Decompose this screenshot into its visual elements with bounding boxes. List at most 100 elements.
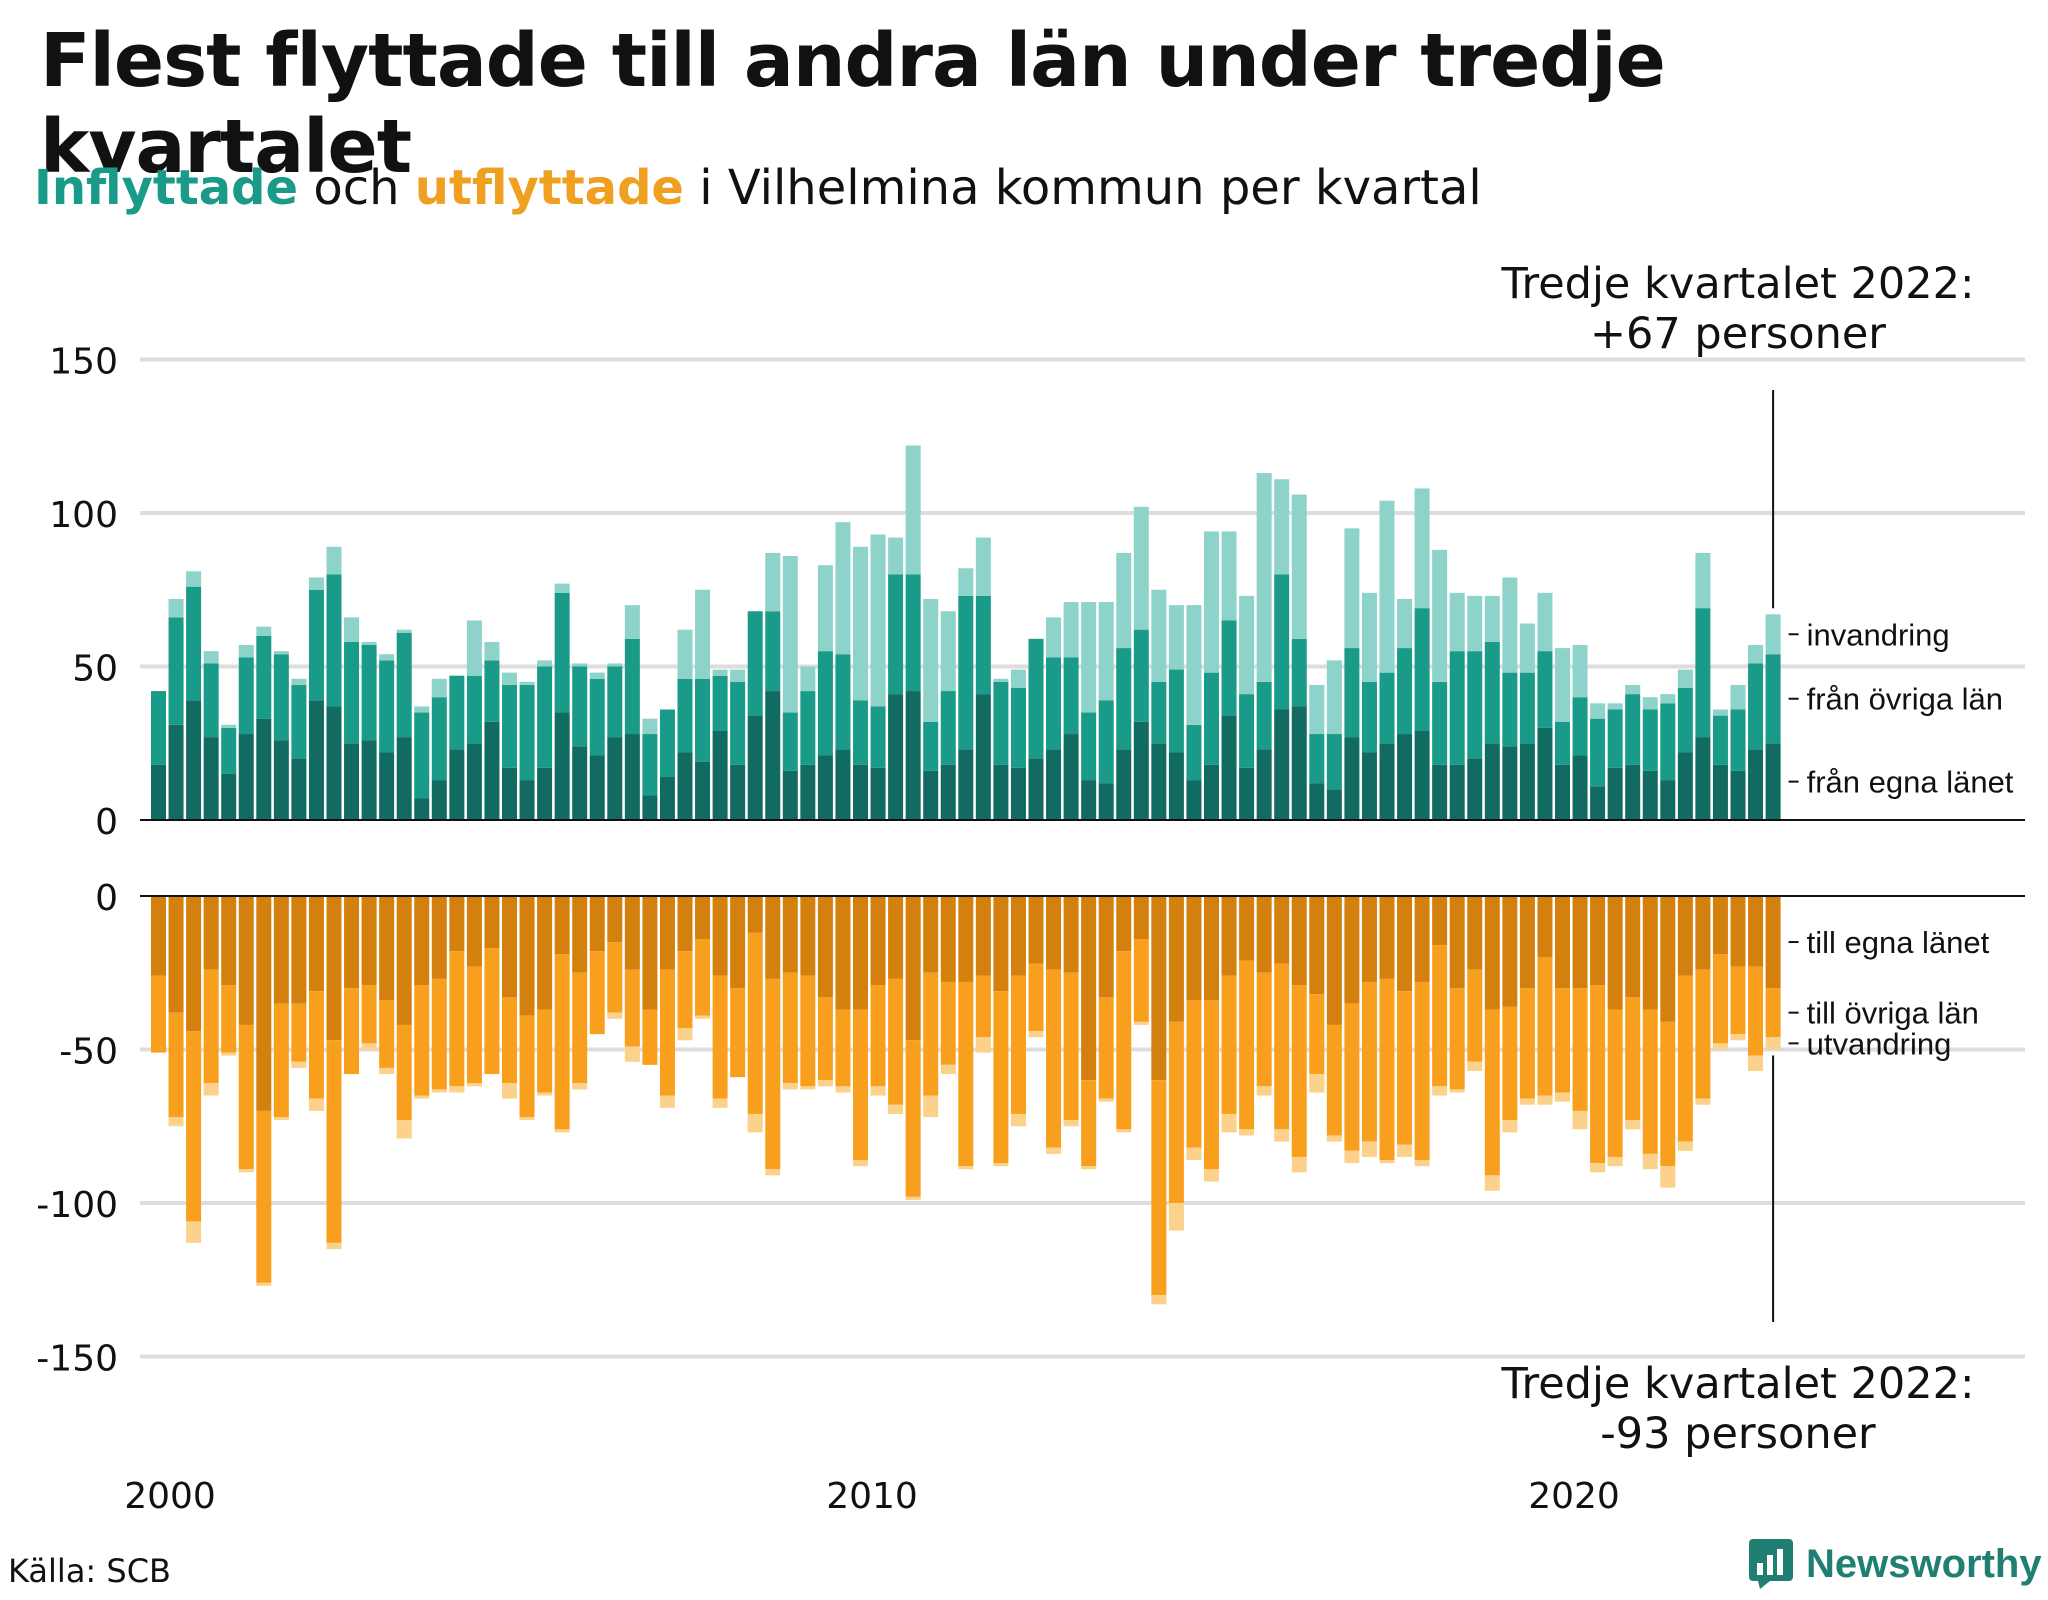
- newsworthy-logo: Newsworthy: [1748, 1538, 2042, 1590]
- bar-out-egna: [1291, 896, 1307, 986]
- bar-out-utvandring: [449, 1086, 465, 1093]
- bar-out-utvandring: [291, 1061, 307, 1068]
- bar-in-ovriga: [607, 666, 623, 738]
- bar-out-utvandring: [1467, 1061, 1483, 1071]
- bar-in-invandring: [1537, 592, 1553, 652]
- bar-out-egna: [291, 896, 307, 1004]
- bar-in-invandring: [1081, 602, 1097, 713]
- series-label-out: till övriga län: [1807, 996, 1979, 1031]
- bar-in-ovriga: [624, 638, 640, 735]
- bar-out-utvandring: [221, 1052, 237, 1056]
- bar-in-egna: [1414, 730, 1430, 820]
- bar-out-utvandring: [1028, 1031, 1044, 1038]
- bar-in-invandring: [1449, 592, 1465, 652]
- bar-out-egna: [817, 896, 833, 998]
- bar-in-invandring: [484, 641, 500, 661]
- bar-in-invandring: [1204, 531, 1219, 673]
- bar-in-egna: [1642, 770, 1658, 820]
- bar-in-egna: [396, 737, 412, 820]
- bar-in-egna: [1748, 749, 1764, 820]
- bar-in-egna: [870, 767, 886, 820]
- bar-in-invandring: [624, 605, 640, 639]
- bar-in-egna: [221, 773, 237, 820]
- bar-out-egna: [203, 896, 219, 970]
- bar-in-egna: [1010, 767, 1026, 820]
- subtitle-rest: i Vilhelmina kommun per kvartal: [683, 160, 1482, 216]
- bar-out-utvandring: [905, 1196, 921, 1200]
- bar-in-invandring: [1502, 577, 1518, 673]
- bar-out-ovriga: [186, 1031, 202, 1222]
- bar-in-invandring: [273, 651, 289, 655]
- bar-out-utvandring: [1432, 1086, 1448, 1096]
- bar-out-ovriga: [1063, 972, 1079, 1121]
- bar-out-utvandring: [659, 1095, 675, 1108]
- bar-in-egna: [1449, 764, 1465, 820]
- bar-in-egna: [730, 764, 746, 820]
- bar-out-egna: [414, 896, 430, 986]
- bar-in-ovriga: [1151, 681, 1167, 744]
- bar-in-ovriga: [1660, 703, 1676, 781]
- bar-in-ovriga: [765, 611, 781, 692]
- bar-in-invandring: [1010, 669, 1026, 688]
- subtitle-och: och: [298, 160, 415, 216]
- bar-in-egna: [835, 749, 851, 820]
- bar-out-egna: [361, 896, 377, 986]
- bar-in-egna: [1625, 764, 1641, 820]
- bar-out-egna: [1537, 896, 1553, 958]
- bar-out-ovriga: [1028, 963, 1044, 1032]
- bar-in-ovriga: [186, 586, 202, 701]
- bar-out-utvandring: [607, 1012, 623, 1019]
- bar-in-ovriga: [1695, 608, 1711, 738]
- bar-out-egna: [782, 896, 798, 973]
- bar-in-egna: [238, 734, 254, 820]
- bar-out-utvandring: [1046, 1147, 1062, 1154]
- bar-in-egna: [1204, 764, 1219, 820]
- bar-out-egna: [326, 896, 342, 1041]
- newsworthy-chart-icon: [1749, 1539, 1793, 1589]
- bar-in-egna: [642, 795, 658, 820]
- bar-in-egna: [1397, 734, 1413, 820]
- bar-out-ovriga: [291, 1003, 307, 1062]
- bar-out-egna: [905, 896, 921, 1041]
- bar-out-utvandring: [256, 1282, 272, 1286]
- bar-in-invandring: [905, 445, 921, 575]
- subtitle-inflyttade: Inflyttade: [34, 160, 299, 216]
- bar-out-utvandring: [1204, 1169, 1219, 1182]
- bar-out-egna: [1028, 896, 1044, 964]
- bar-out-utvandring: [431, 1089, 447, 1093]
- bar-out-ovriga: [1467, 969, 1483, 1062]
- bar-out-utvandring: [1414, 1160, 1430, 1167]
- annotation-top-line: +67 personer: [1590, 309, 1886, 359]
- bar-in-egna: [186, 700, 202, 820]
- bar-out-utvandring: [273, 1117, 289, 1121]
- bar-in-ovriga: [1046, 657, 1062, 750]
- bar-out-utvandring: [1221, 1113, 1237, 1133]
- bar-out-utvandring: [1555, 1092, 1570, 1102]
- bar-out-utvandring: [502, 1083, 517, 1099]
- bar-in-ovriga: [835, 654, 851, 750]
- bar-out-ovriga: [554, 954, 570, 1130]
- bar-in-egna: [1712, 764, 1728, 820]
- bar-in-ovriga: [1133, 629, 1149, 722]
- bar-out-ovriga: [1572, 988, 1588, 1111]
- bar-out-utvandring: [870, 1086, 886, 1096]
- bar-out-egna: [624, 896, 640, 970]
- bar-out-ovriga: [695, 938, 711, 1016]
- bar-out-egna: [449, 896, 465, 952]
- bar-out-egna: [554, 896, 570, 955]
- bar-out-egna: [1326, 896, 1342, 1025]
- bar-out-ovriga: [238, 1024, 254, 1170]
- bar-in-invandring: [519, 681, 535, 685]
- bar-out-ovriga: [1748, 966, 1764, 1056]
- bar-in-egna: [291, 758, 307, 820]
- bar-out-utvandring: [1449, 1089, 1465, 1093]
- bar-in-invandring: [607, 663, 623, 667]
- bar-in-egna: [624, 734, 640, 820]
- bar-in-egna: [1256, 749, 1272, 820]
- bar-out-egna: [1660, 896, 1676, 1022]
- bar-in-invandring: [572, 663, 588, 667]
- bar-in-invandring: [1309, 684, 1325, 735]
- bar-in-invandring: [589, 672, 605, 679]
- bar-in-ovriga: [1590, 718, 1606, 787]
- bar-out-egna: [607, 896, 623, 943]
